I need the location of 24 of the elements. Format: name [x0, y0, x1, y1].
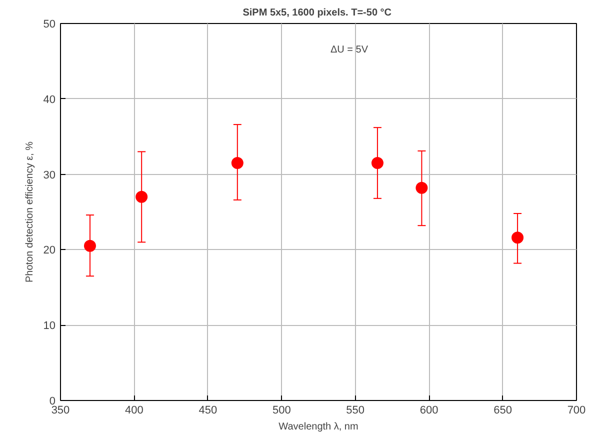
y-tick-label: 30: [43, 169, 56, 182]
x-tick-label: 450: [198, 404, 218, 416]
y-tick-label: 50: [43, 18, 56, 30]
annotation: ΔU = 5V: [330, 44, 368, 56]
y-tick-label: 20: [43, 244, 56, 257]
x-tick-label: 550: [346, 404, 365, 416]
y-tick-label: 0: [49, 396, 56, 408]
y-axis-title: Photon detection efficiency ε, %: [24, 141, 36, 283]
point: [84, 240, 96, 252]
x-tick-label: 350: [51, 404, 70, 416]
x-tick-label: 500: [272, 404, 291, 416]
point: [512, 232, 524, 244]
x-tick-label: 600: [420, 404, 438, 416]
point: [136, 190, 148, 203]
point: [231, 157, 244, 169]
x-axis-title: Wavelength λ, nm: [278, 422, 358, 432]
chart-title: SiPM 5x5, 1600 pixels. T=-50 °C: [242, 8, 392, 18]
x-tick-label: 650: [494, 404, 512, 416]
y-tick-label: 10: [43, 320, 56, 332]
x-tick-label: 400: [125, 404, 144, 416]
point: [371, 157, 384, 169]
point: [416, 182, 428, 194]
x-tick-label: 700: [567, 404, 586, 416]
y-tick-label: 40: [43, 94, 56, 106]
